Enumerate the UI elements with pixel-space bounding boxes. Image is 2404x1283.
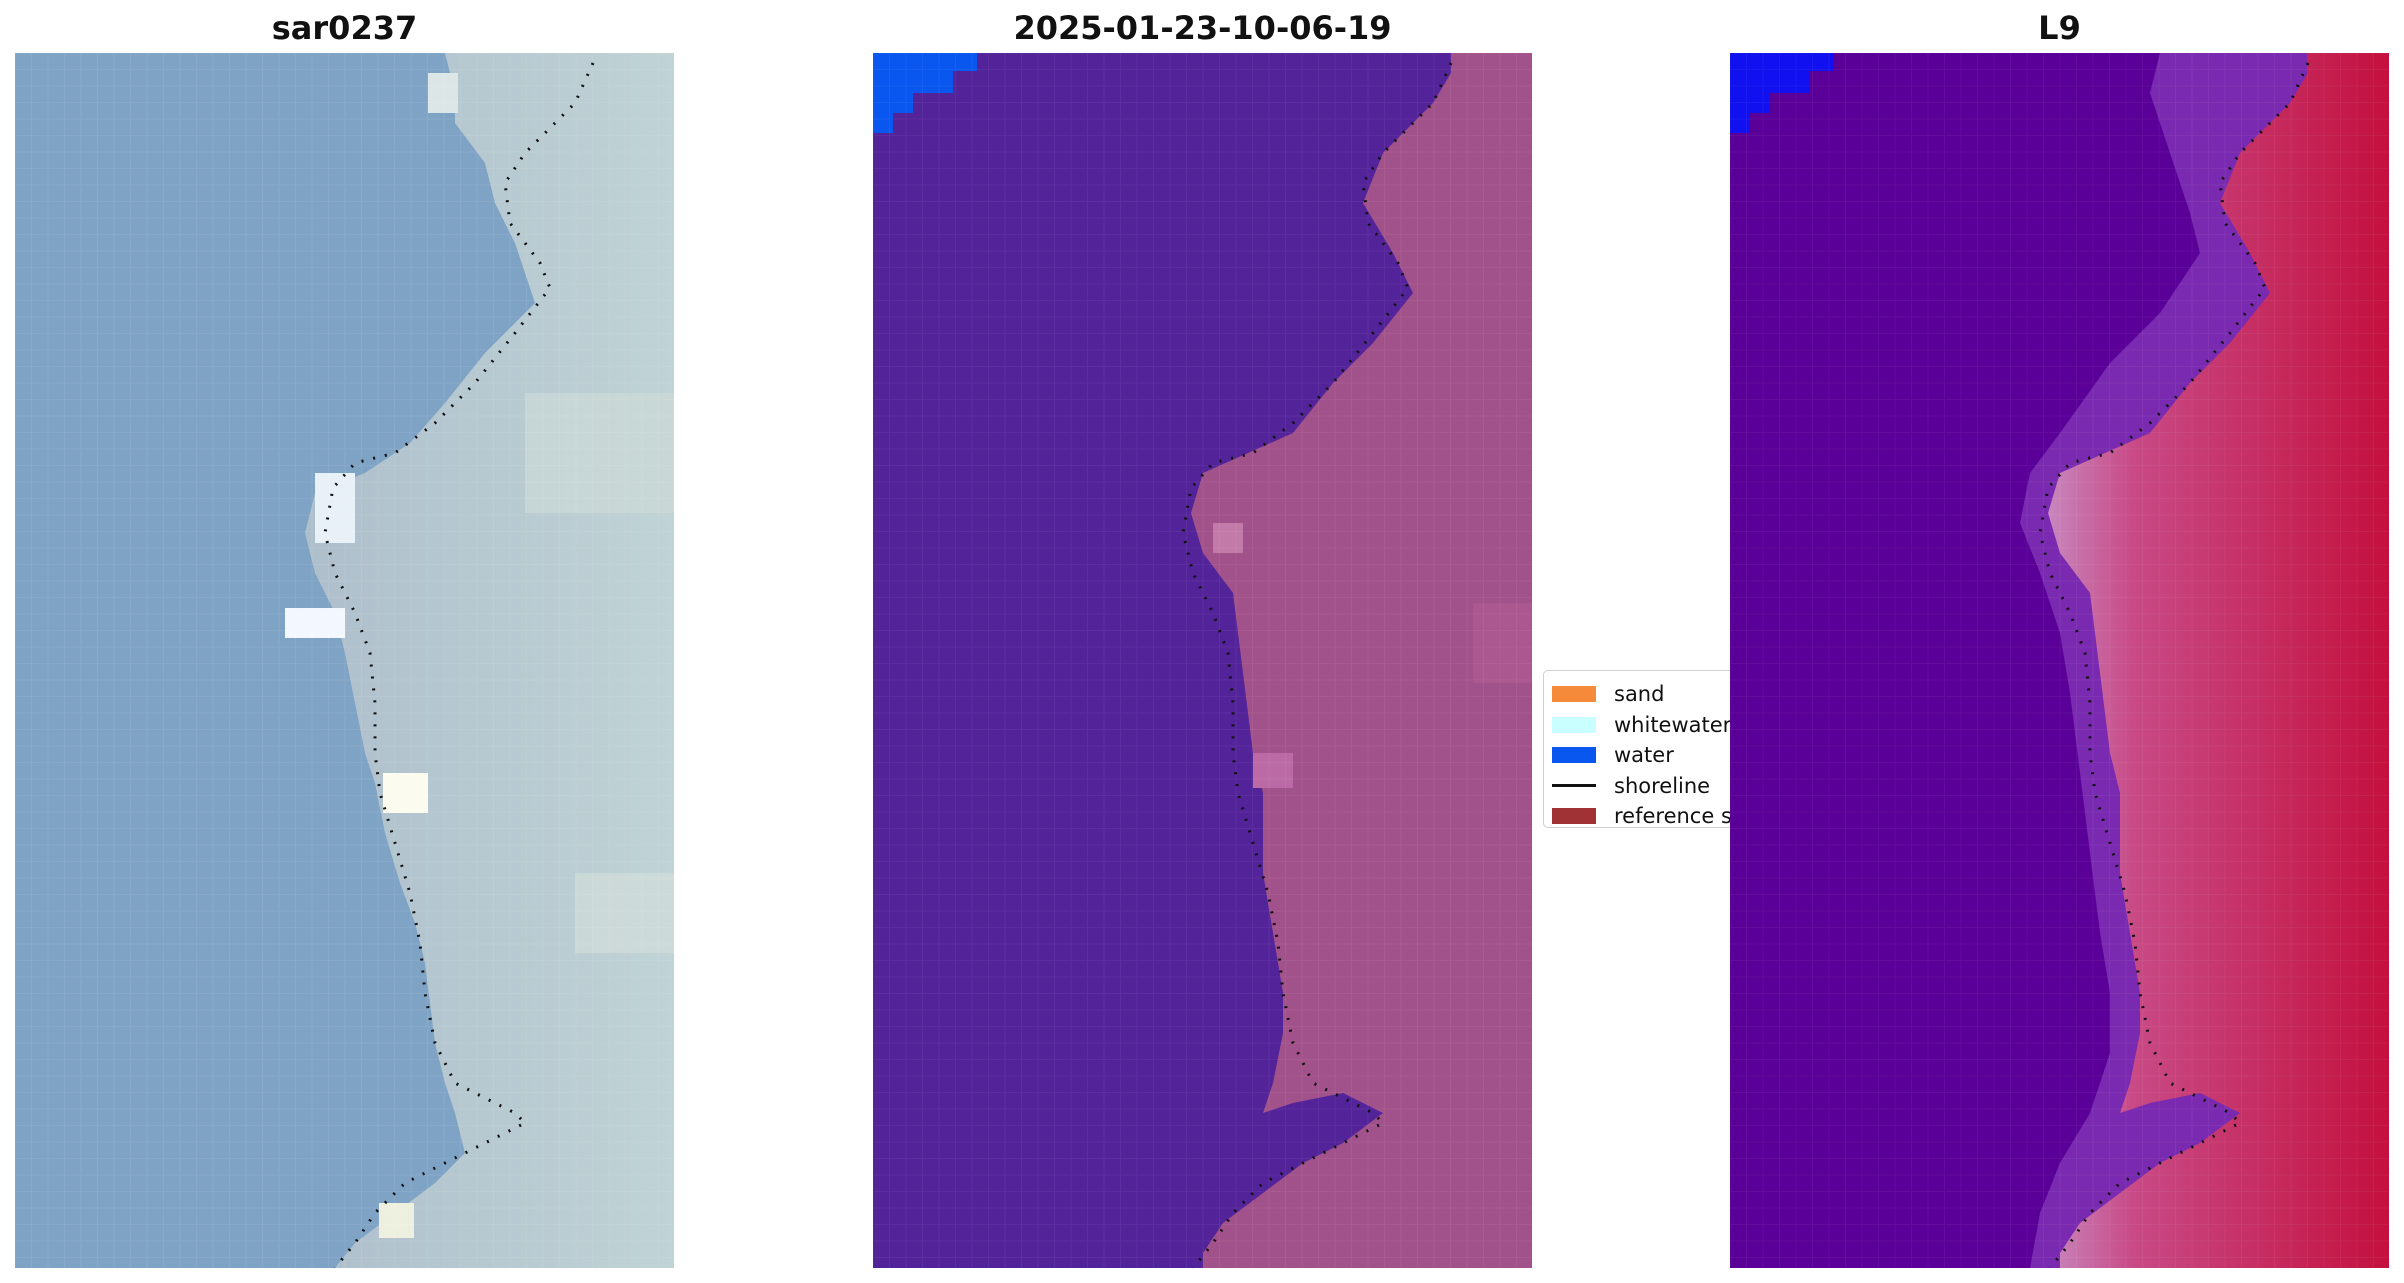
legend-label-reference-shoreline: reference shoreline [1614, 804, 1730, 828]
legend-label-whitewater: whitewater [1614, 712, 1730, 737]
panel-title-date: 2025-01-23-10-06-19 [1013, 9, 1392, 47]
legend-label-shoreline: shoreline [1614, 773, 1711, 798]
true-color-satellite-image [15, 53, 674, 1268]
whitewater-swatch [1552, 716, 1596, 733]
legend-item-sand: sand [1552, 679, 1730, 710]
legend-item-reference-shoreline: reference shoreline [1552, 801, 1730, 828]
legend: sand whitewater water shoreline referenc… [1543, 670, 1730, 828]
reference-shoreline-swatch [1552, 808, 1596, 825]
panel-title-sar0237: sar0237 [271, 9, 418, 47]
legend-label-water: water [1614, 743, 1674, 768]
index-image [1730, 53, 2389, 1268]
legend-item-shoreline: shoreline [1552, 771, 1730, 802]
classified-image [873, 53, 1532, 1268]
legend-label-sand: sand [1614, 682, 1665, 707]
sand-swatch [1552, 686, 1596, 703]
water-swatch [1552, 747, 1596, 764]
legend-item-water: water [1552, 740, 1730, 771]
panel-title-l9: L9 [2038, 9, 2081, 47]
legend-item-whitewater: whitewater [1552, 710, 1730, 741]
shoreline-line-swatch [1552, 784, 1596, 788]
